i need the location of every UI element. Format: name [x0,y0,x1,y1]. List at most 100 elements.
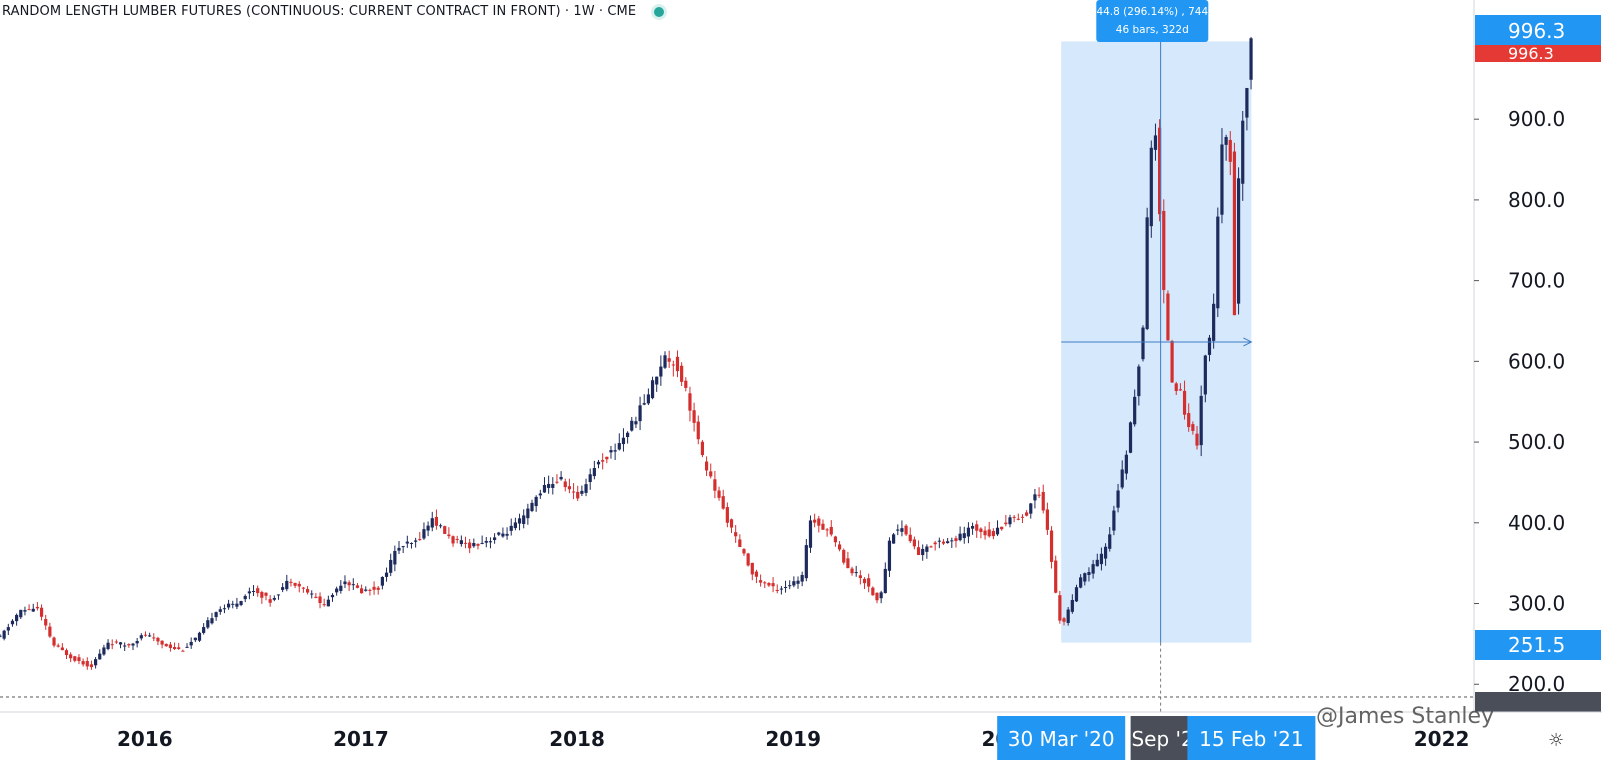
candle-body [326,599,330,607]
candle-body [376,587,380,590]
candle [1033,488,1037,509]
candle [954,535,958,548]
candle-body [123,645,127,647]
candle [763,581,767,588]
candle [409,542,414,549]
candle [152,633,156,642]
candle [883,562,887,594]
candle [430,511,434,532]
candle [684,377,688,392]
candle [946,538,950,544]
candle-body [858,575,862,579]
candle-body [513,522,517,529]
candle [1120,460,1124,490]
candle-body [143,634,148,636]
candle-body [837,544,842,550]
candle-body [742,549,746,554]
measure-tooltip-duration: 46 bars, 322d [1116,24,1189,36]
measure-high-badge [1475,15,1601,45]
candle [501,527,505,538]
candle [513,517,517,531]
candle-body [713,479,717,491]
candle [692,402,696,432]
candle [1112,505,1116,536]
candle-body [347,582,351,586]
candle [168,641,173,652]
candle-body [559,476,563,480]
time-tick-label: 2017 [333,727,389,751]
candle [517,513,522,531]
candle-body [1054,560,1058,593]
candle [609,445,613,459]
candle-body [222,608,227,610]
candle-body [925,546,929,552]
candle [451,535,455,547]
candle-body [305,589,310,593]
candle-body [77,657,81,662]
candle-body [779,588,783,590]
candle-body [638,405,642,422]
candle-body [883,568,887,594]
candle-body [226,603,231,608]
last-price-badge [1475,44,1601,62]
candle-body [185,646,189,648]
candle-body [1000,526,1004,530]
candle [1025,510,1029,517]
candle [106,639,110,651]
candle-body [1062,618,1066,622]
candle-body [1245,87,1249,118]
candle [114,639,118,644]
candle-body [48,626,52,637]
candle-body [783,586,788,588]
candle [484,537,488,548]
candle-body [1120,469,1124,488]
time-tick-label: 2016 [117,727,173,751]
candle [588,468,592,490]
candle [634,416,638,429]
candle-body [1083,573,1087,582]
candle-body [1149,147,1153,227]
candle-body [181,650,185,652]
candle-body [1216,216,1220,309]
candle [887,537,892,578]
candle-body [1103,546,1108,559]
candle-body [239,601,243,605]
candle-body [962,533,966,539]
candle-body [297,583,301,587]
candle [206,617,210,630]
candle [480,535,484,545]
candle [384,567,389,582]
candle-body [671,364,675,366]
candle [680,362,684,387]
candle [1191,421,1195,435]
candle [326,595,330,607]
candle-body [505,533,509,536]
candle [991,528,995,540]
candle-body [1012,516,1016,518]
candle [1245,87,1249,131]
candle [23,606,27,616]
candle-body [160,640,164,645]
candle-body [455,538,459,540]
candle-body [663,355,667,368]
candle [775,584,779,594]
candle [251,585,256,597]
candle [293,582,297,589]
candle-body [792,581,796,586]
candle-body [613,450,617,452]
candle-body [991,530,995,537]
candle [2,629,6,641]
candle-body [476,543,480,546]
candle [950,537,954,549]
candle [1128,421,1133,454]
candle [1108,527,1112,552]
candle [305,586,310,595]
candle-body [937,540,941,542]
candle [1133,389,1137,427]
gear-icon[interactable]: ☼ [1548,730,1565,751]
price-tick-label: 800.0 [1508,188,1565,212]
candle [123,642,127,651]
candle [675,350,680,378]
candle [160,640,164,649]
